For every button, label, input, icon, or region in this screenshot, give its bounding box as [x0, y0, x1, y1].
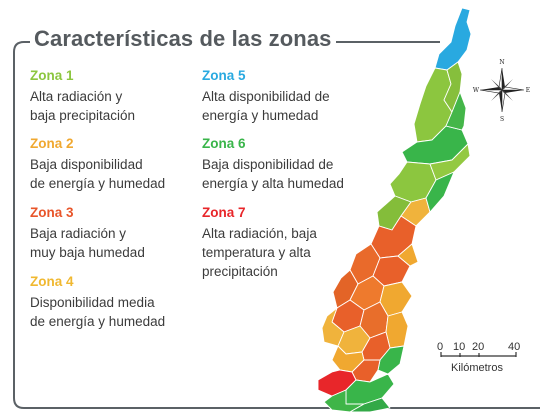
map-zone-5: [434, 7, 472, 71]
scale-tick-20: 20: [472, 341, 485, 353]
compass-west-label: W: [473, 87, 480, 94]
zone-5-description-line-2: energía y humedad: [202, 108, 319, 123]
zone-6-title: Zona 6: [202, 136, 246, 151]
compass-rose: N S E W: [473, 59, 530, 123]
scale-bar: [440, 352, 517, 357]
zone-3-description-line-1: Baja radiación y: [30, 226, 127, 241]
scale-unit-label: Kilómetros: [451, 362, 503, 374]
zone-7-title: Zona 7: [202, 205, 246, 220]
map-zone-2-north: [400, 197, 431, 227]
zone-4-description-line-1: Disponibilidad media: [30, 295, 155, 310]
zone-1-entry: Zona 1 Alta radiación y baja precipitaci…: [30, 68, 220, 125]
map-zone-6-north-b: [445, 91, 467, 131]
zone-5-description-line-1: Alta disponibilidad de: [202, 89, 330, 104]
zone-2-entry: Zona 2 Baja disponibilidad de energía y …: [30, 136, 220, 193]
zone-2-description-line-1: Baja disponibilidad: [30, 157, 143, 172]
zone-4-entry: Zona 4 Disponibilidad media de energía y…: [30, 274, 220, 331]
zone-3-description-line-2: muy baja humedad: [30, 245, 145, 260]
zone-1-description-line-2: baja precipitación: [30, 108, 136, 123]
zone-2-title: Zona 2: [30, 136, 74, 151]
zone-2-description-line-2: de energía y humedad: [30, 176, 166, 191]
zone-3-title: Zona 3: [30, 205, 74, 220]
scale-tick-40: 40: [508, 341, 521, 353]
zone-4-description-line-2: de energía y humedad: [30, 314, 166, 329]
zone-7-entry: Zona 7 Alta radiación, baja temperatura …: [202, 205, 392, 281]
compass-east-label: E: [526, 87, 530, 94]
zone-6-description-line-1: Baja disponibilidad de: [202, 157, 334, 172]
compass-south-label: S: [500, 116, 504, 123]
scale-tick-10: 10: [453, 341, 466, 353]
map-zone-6-central: [425, 171, 455, 213]
zone-3-entry: Zona 3 Baja radiación y muy baja humedad: [30, 205, 220, 262]
compass-north-label: N: [499, 59, 504, 66]
zone-1-description-line-1: Alta radiación y: [30, 89, 123, 104]
zone-6-description-line-2: energía y alta humedad: [202, 176, 344, 191]
map-zone-6-south-d: [349, 397, 391, 413]
scale-tick-0: 0: [437, 341, 444, 353]
zone-6-entry: Zona 6 Baja disponibilidad de energía y …: [202, 136, 392, 193]
zone-5-title: Zona 5: [202, 68, 246, 83]
map-zone-2-east: [397, 243, 419, 267]
zone-4-title: Zona 4: [30, 274, 74, 289]
zone-1-title: Zona 1: [30, 68, 74, 83]
zone-7-description-line-2: temperatura y alta: [202, 245, 311, 260]
zone-7-description-line-3: precipitación: [202, 264, 278, 279]
page-title: Características de las zonas: [30, 26, 336, 52]
zone-7-description-line-1: Alta radiación, baja: [202, 226, 317, 241]
zone-5-entry: Zona 5 Alta disponibilidad de energía y …: [202, 68, 392, 125]
map-zone-2-south: [385, 311, 409, 349]
